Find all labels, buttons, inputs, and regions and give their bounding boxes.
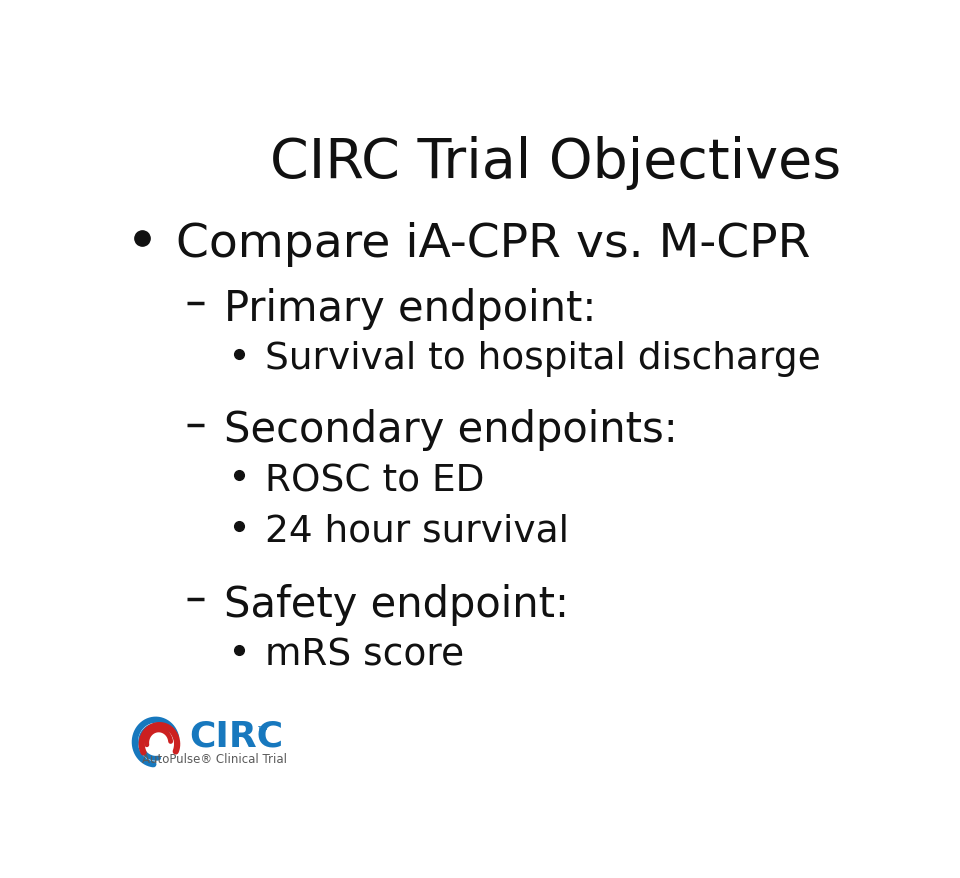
Text: mRS score: mRS score [265,637,465,673]
Text: 24 hour survival: 24 hour survival [265,514,569,550]
Text: Primary endpoint:: Primary endpoint: [225,287,596,329]
Text: CIRC: CIRC [189,719,283,753]
Text: CIRC Trial Objectives: CIRC Trial Objectives [271,136,842,190]
Text: Secondary endpoints:: Secondary endpoints: [225,409,678,450]
Text: ROSC to ED: ROSC to ED [265,463,485,499]
Text: Safety endpoint:: Safety endpoint: [225,583,569,625]
Text: Compare iA-CPR vs. M-CPR: Compare iA-CPR vs. M-CPR [176,221,810,266]
Text: Survival to hospital discharge: Survival to hospital discharge [265,341,821,377]
Text: ™: ™ [256,723,270,737]
Text: AutoPulse® Clinical Trial: AutoPulse® Clinical Trial [142,752,287,765]
